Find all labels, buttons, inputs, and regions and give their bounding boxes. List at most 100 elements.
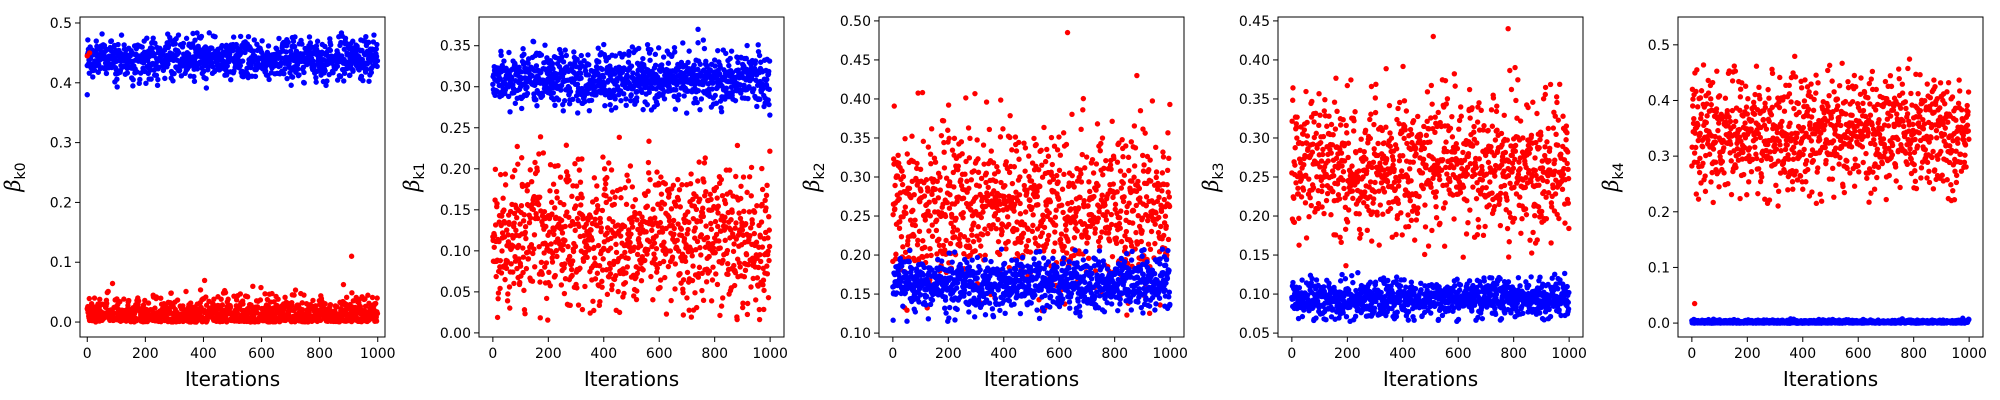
scatter-point — [491, 244, 497, 250]
scatter-point — [995, 238, 1002, 245]
scatter-point — [947, 240, 954, 247]
scatter-point — [548, 199, 555, 206]
scatter-point — [611, 201, 618, 208]
scatter-point — [755, 42, 761, 48]
scatter-point — [634, 288, 640, 294]
scatter-point — [584, 254, 590, 261]
scatter-point — [105, 288, 111, 295]
chart-panel-0: 0 200 400 600 800 10000.00.10.20.30.40.5Itera… — [1, 16, 396, 391]
scatter-point — [763, 192, 770, 199]
scatter-point — [1060, 130, 1067, 136]
scatter-point — [940, 118, 947, 124]
scatter-point — [608, 167, 615, 173]
scatter-point — [1011, 164, 1018, 170]
scatter-point — [322, 301, 328, 307]
scatter-point — [511, 280, 517, 287]
scatter-point — [724, 247, 731, 254]
scatter-point — [528, 179, 535, 185]
y-axis-symbol: β — [1, 179, 25, 192]
scatter-point — [566, 177, 572, 184]
scatter-point — [1035, 202, 1041, 208]
scatter-point — [592, 276, 599, 282]
scatter-point — [222, 289, 229, 296]
x-tick-label: 1000 — [752, 346, 788, 362]
scatter-point — [1045, 232, 1052, 239]
scatter-point — [497, 171, 504, 178]
scatter-point — [731, 241, 737, 247]
scatter-point — [608, 245, 614, 251]
scatter-point — [1081, 197, 1087, 204]
scatter-point — [562, 47, 568, 53]
scatter-point — [999, 228, 1005, 235]
scatter-point — [698, 232, 705, 238]
scatter-point — [1009, 147, 1015, 153]
scatter-point — [576, 167, 583, 173]
scatter-point — [529, 278, 536, 284]
scatter-point — [520, 245, 526, 251]
scatter-point — [1119, 136, 1125, 143]
scatter-point — [552, 272, 558, 279]
scatter-point — [1103, 157, 1109, 164]
scatter-point — [327, 47, 334, 54]
scatter-point — [675, 97, 681, 103]
scatter-point — [899, 168, 905, 174]
scatter-point — [675, 176, 681, 183]
scatter-point — [588, 227, 594, 233]
scatter-point — [628, 92, 634, 98]
y-tick-label: 0.25 — [440, 121, 471, 137]
scatter-point — [712, 92, 718, 99]
scatter-point — [171, 70, 177, 77]
scatter-point — [108, 38, 115, 44]
scatter-point — [114, 84, 120, 90]
scatter-point — [1037, 183, 1043, 190]
scatter-point — [1123, 209, 1130, 216]
scatter-point — [601, 41, 607, 48]
scatter-point — [919, 89, 926, 96]
scatter-point — [902, 135, 908, 142]
chart-panel-2: 0 200 400 600 800 10000.100.150.200.250.300.3… — [800, 14, 1188, 391]
scatter-point — [980, 232, 986, 238]
scatter-point — [549, 60, 556, 67]
scatter-point — [632, 196, 639, 203]
scatter-point — [533, 97, 539, 103]
scatter-point — [103, 70, 110, 77]
scatter-point — [543, 260, 550, 266]
scatter-point — [502, 171, 509, 177]
scatter-point — [567, 88, 574, 95]
scatter-point — [954, 227, 961, 233]
scatter-point — [591, 175, 598, 181]
scatter-point — [697, 244, 703, 251]
scatter-point — [1022, 209, 1029, 215]
scatter-point — [728, 48, 735, 54]
scatter-point — [693, 206, 700, 213]
scatter-point — [937, 187, 943, 193]
scatter-point — [523, 265, 530, 272]
scatter-point — [240, 301, 246, 307]
scatter-point — [672, 286, 678, 292]
scatter-point — [542, 42, 548, 48]
scatter-point — [658, 191, 665, 197]
scatter-point — [145, 300, 152, 306]
scatter-point — [558, 217, 565, 224]
scatter-point — [206, 30, 212, 36]
scatter-point — [946, 135, 952, 142]
scatter-point — [166, 42, 172, 48]
scatter-point — [340, 281, 347, 288]
scatter-point — [562, 223, 568, 230]
scatter-point — [1042, 158, 1049, 165]
scatter-point — [554, 253, 560, 260]
scatter-point — [1109, 253, 1116, 260]
y-tick-label: 0.1 — [50, 255, 72, 271]
scatter-point — [678, 226, 685, 232]
scatter-point — [239, 58, 246, 64]
scatter-point — [218, 296, 224, 302]
scatter-point — [697, 106, 703, 113]
scatter-point — [1108, 166, 1114, 172]
scatter-point — [945, 102, 952, 108]
scatter-point — [1069, 172, 1075, 179]
scatter-point — [627, 239, 633, 246]
scatter-point — [597, 219, 604, 226]
scatter-point — [634, 251, 641, 258]
y-axis-label: βk0 — [1, 162, 29, 192]
scatter-point — [751, 86, 757, 92]
